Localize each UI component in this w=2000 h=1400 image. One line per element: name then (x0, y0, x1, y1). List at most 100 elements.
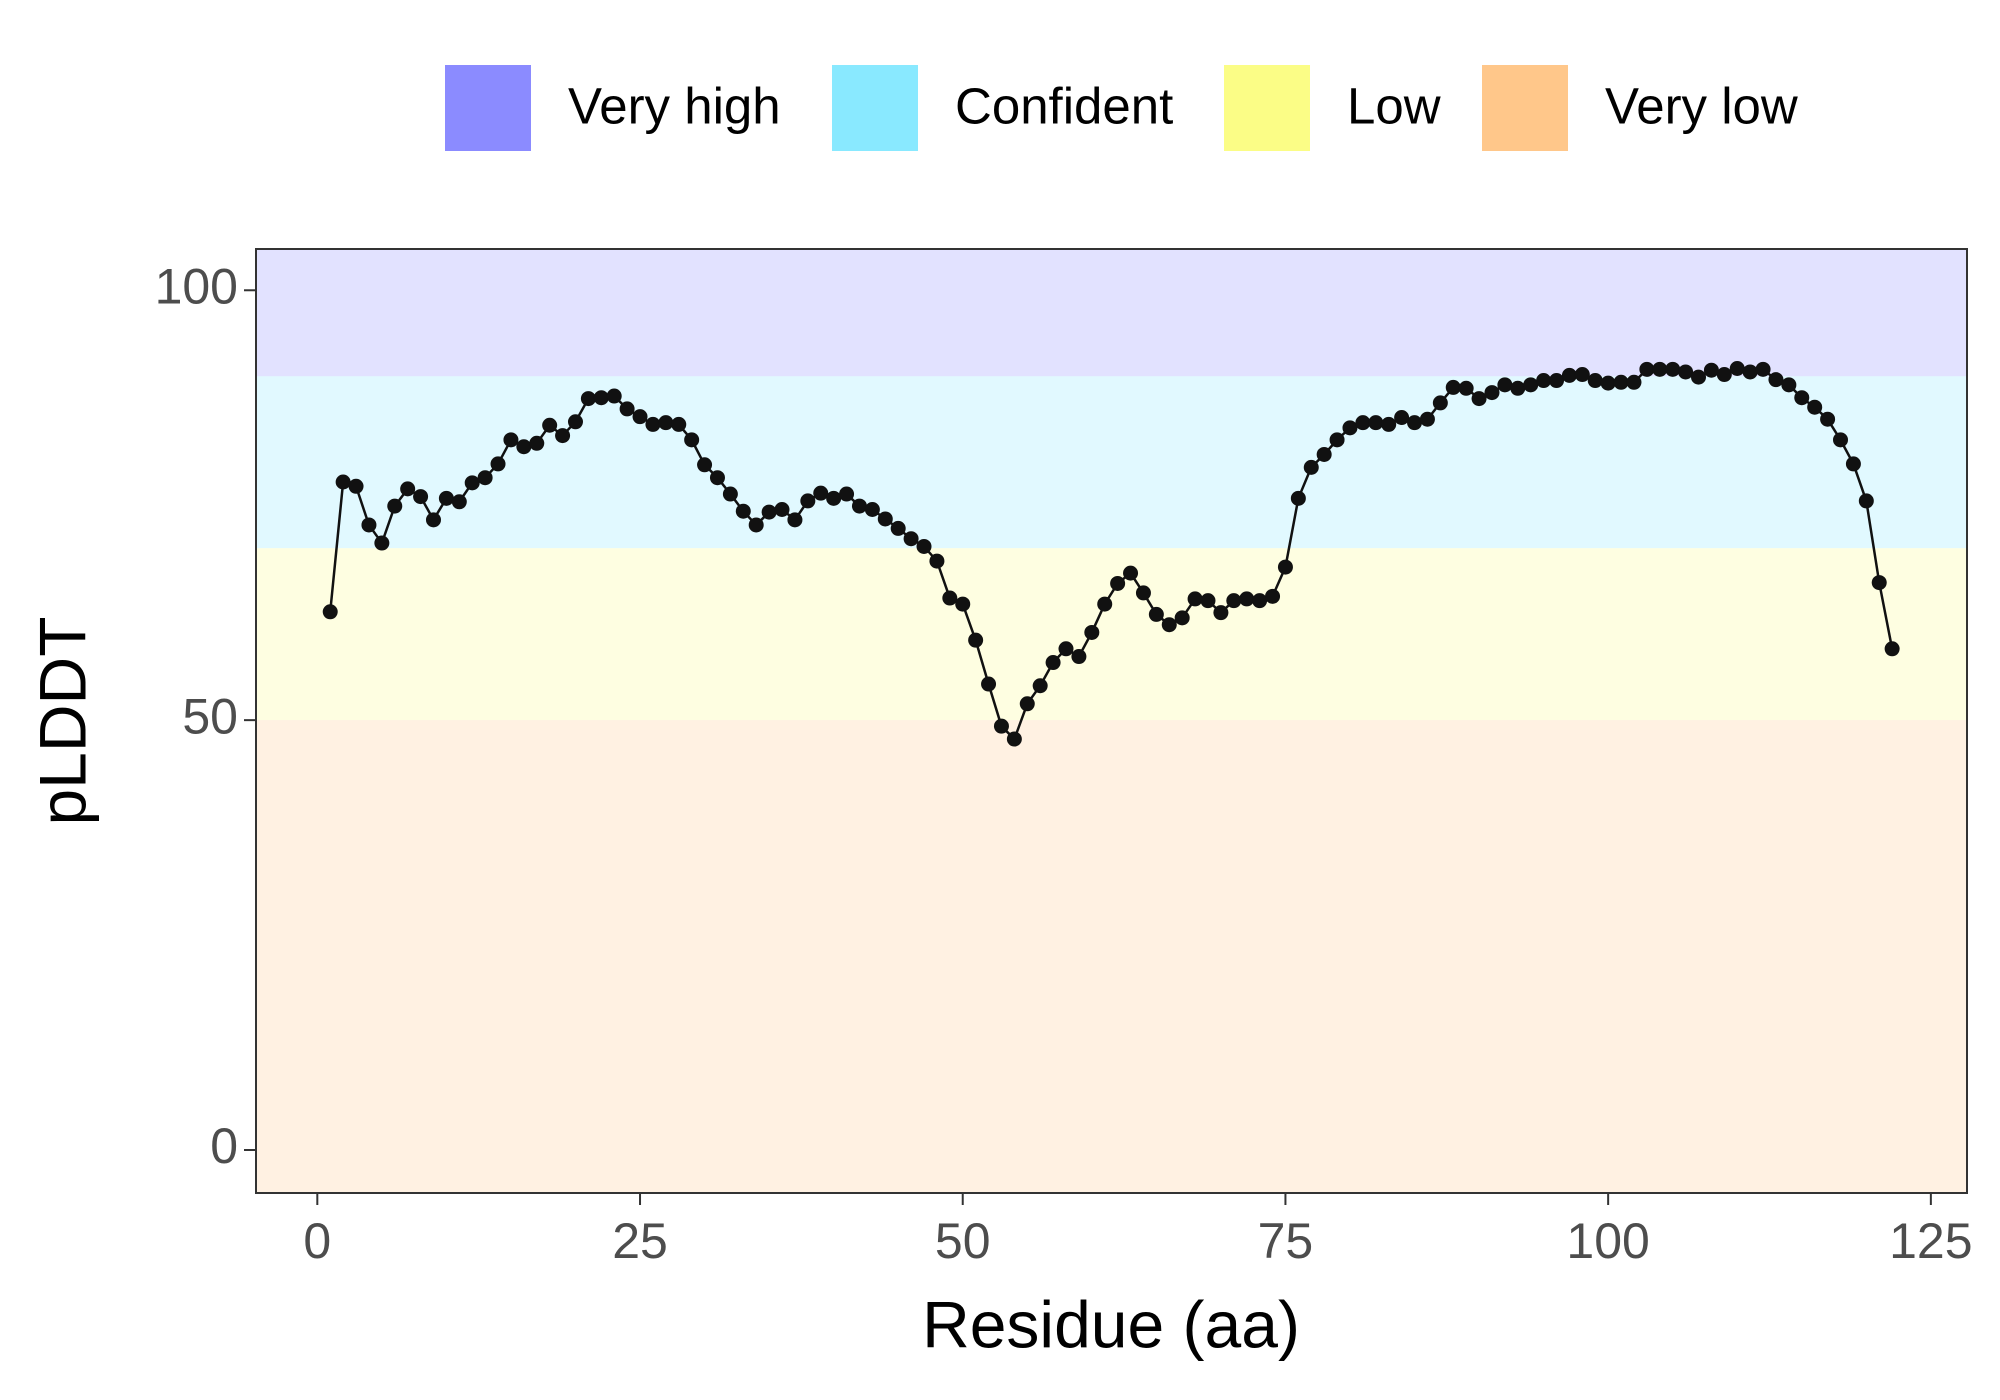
legend-label: Confident (955, 77, 1173, 134)
data-point (1148, 606, 1164, 622)
y-axis-title: pLDDT (25, 616, 99, 825)
data-point (709, 470, 725, 486)
data-point (1832, 432, 1848, 448)
data-point (593, 390, 609, 406)
legend-key (445, 65, 531, 151)
data-point (322, 604, 338, 620)
data-point (1032, 678, 1048, 694)
data-point (348, 478, 364, 494)
data-point (942, 590, 958, 606)
data-point (1600, 375, 1616, 391)
data-point (1613, 374, 1629, 390)
data-point (1716, 367, 1732, 383)
data-point (826, 490, 842, 506)
x-tick-label: 125 (1889, 1213, 1972, 1269)
data-point (451, 494, 467, 510)
data-point (1355, 415, 1371, 431)
data-point (477, 470, 493, 486)
data-point (1678, 364, 1694, 380)
data-point (1432, 395, 1448, 411)
data-point (1006, 731, 1022, 747)
data-point (567, 414, 583, 430)
data-point (606, 388, 622, 404)
data-point (1639, 361, 1655, 377)
data-point (1510, 380, 1526, 396)
data-point (335, 474, 351, 490)
data-point (903, 531, 919, 547)
x-tick-label: 25 (612, 1213, 668, 1269)
data-point (645, 416, 661, 432)
data-point (722, 486, 738, 502)
data-point (632, 409, 648, 425)
data-point (787, 512, 803, 528)
data-point (1084, 624, 1100, 640)
data-point (684, 432, 700, 448)
data-point (1394, 410, 1410, 426)
data-point (1458, 380, 1474, 396)
data-point (1574, 367, 1590, 383)
data-point (1368, 415, 1384, 431)
data-point (1587, 373, 1603, 389)
data-point (1871, 575, 1887, 591)
data-point (800, 493, 816, 509)
data-point (503, 432, 519, 448)
data-point (438, 490, 454, 506)
data-point (1058, 641, 1074, 657)
legend-key (1482, 65, 1568, 151)
data-point (851, 498, 867, 514)
legend-label: Low (1347, 77, 1441, 134)
data-point (1161, 617, 1177, 633)
data-point (1768, 372, 1784, 388)
data-point (1691, 369, 1707, 385)
data-point (929, 553, 945, 569)
data-point (697, 457, 713, 473)
data-point (1342, 420, 1358, 436)
data-point (542, 417, 558, 433)
data-point (1652, 361, 1668, 377)
data-point (1265, 588, 1281, 604)
confidence-band (256, 249, 1967, 377)
data-point (361, 517, 377, 533)
data-point (813, 485, 829, 501)
data-point (1303, 459, 1319, 475)
data-point (400, 481, 416, 497)
data-point (1523, 377, 1539, 393)
data-point (1290, 490, 1306, 506)
data-point (1665, 361, 1681, 377)
y-tick-label: 100 (155, 258, 238, 314)
data-point (1471, 391, 1487, 407)
data-point (1419, 411, 1435, 427)
data-point (555, 428, 571, 444)
data-point (1045, 655, 1061, 671)
data-point (748, 517, 764, 533)
confidence-band (256, 720, 1967, 1193)
data-point (864, 502, 880, 518)
data-point (968, 632, 984, 648)
data-point (671, 416, 687, 432)
legend-key (832, 65, 918, 151)
data-point (1213, 605, 1229, 621)
data-point (1407, 415, 1423, 431)
data-point (529, 435, 545, 451)
data-point (735, 503, 751, 519)
data-point (1239, 591, 1255, 607)
data-point (993, 718, 1009, 734)
data-point (619, 401, 635, 417)
x-tick-label: 100 (1566, 1213, 1649, 1269)
data-point (1626, 374, 1642, 390)
data-point (1019, 696, 1035, 712)
data-point (464, 475, 480, 491)
x-tick-label: 0 (303, 1213, 331, 1269)
data-point (658, 415, 674, 431)
x-tick-label: 75 (1258, 1213, 1314, 1269)
data-point (981, 676, 997, 692)
data-point (1135, 585, 1151, 601)
data-point (1497, 377, 1513, 393)
data-point (774, 502, 790, 518)
data-point (1845, 456, 1861, 472)
data-point (1187, 591, 1203, 607)
data-point (877, 511, 893, 527)
data-point (1884, 641, 1900, 657)
